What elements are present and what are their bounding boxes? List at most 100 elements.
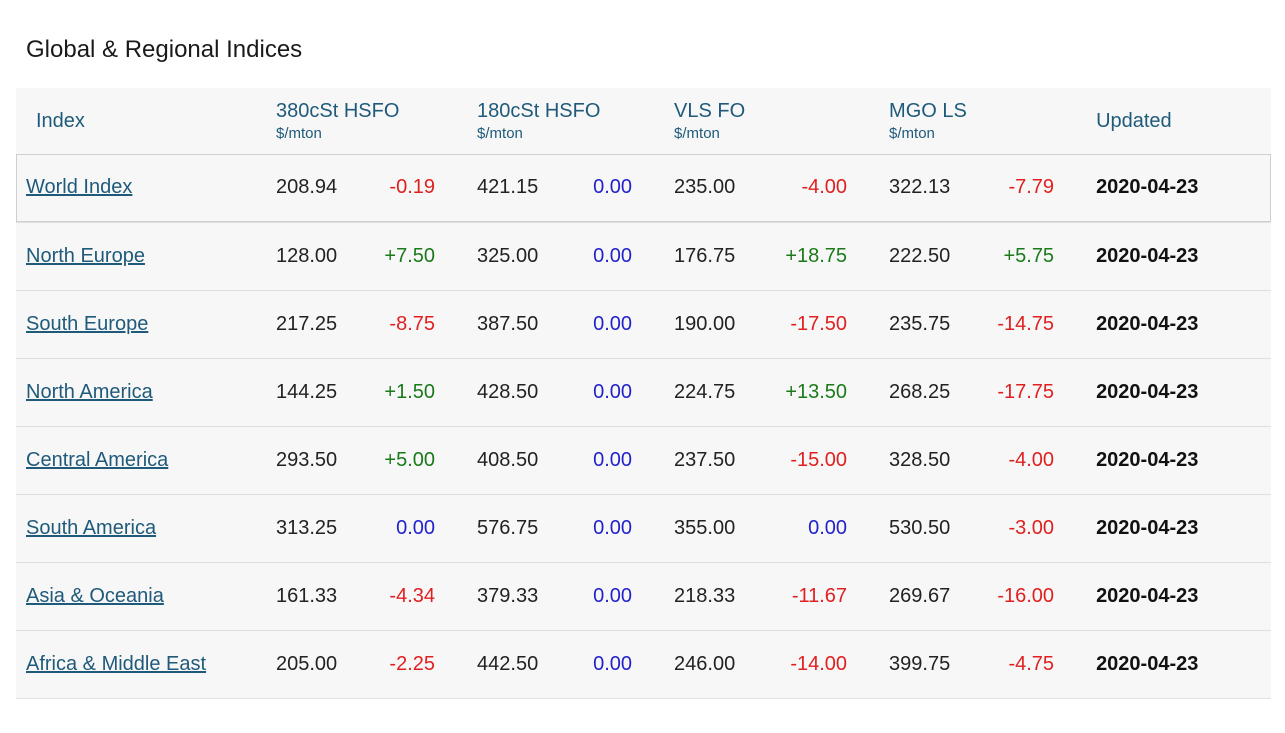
header-380cst-hsfo: 380cSt HSFO $/mton [276,88,477,154]
index-name-link[interactable]: World Index [26,176,133,199]
header-vls-label: VLS FO [674,100,746,122]
table-row: South Europe 217.25 -8.75 387.50 0.00 190.00 -… [16,290,1272,358]
change-380-hsfo: -8.75 [389,312,436,335]
price-380-hsfo: 161.33 [276,584,338,607]
change-180-hsfo: 0.00 [593,584,633,607]
index-name-link[interactable]: North America [26,380,153,403]
change-380-hsfo: +5.00 [384,448,436,471]
index-name-link[interactable]: South America [26,516,157,539]
change-180-hsfo: 0.00 [593,448,633,471]
index-name-cell: South Europe [16,290,276,358]
change-mgo-ls: -4.75 [1008,652,1055,675]
price-180-hsfo: 442.50 [477,652,539,675]
price-380-hsfo: 128.00 [276,244,338,267]
price-380-hsfo: 313.25 [276,516,338,539]
price-180-hsfo: 428.50 [477,380,539,403]
change-180-hsfo: 0.00 [593,244,633,267]
table-row: Asia & Oceania 161.33 -4.34 379.33 0.00 218.3… [16,562,1272,630]
price-380-hsfo: 217.25 [276,312,338,335]
price-mgo-ls: 235.75 [889,312,951,335]
updated-date: 2020-04-23 [1096,380,1199,403]
change-380-hsfo: +7.50 [384,244,436,267]
change-380-hsfo: -0.19 [389,176,436,199]
index-name-cell: Central America [16,426,276,494]
index-name-link[interactable]: Central America [26,448,169,471]
price-180-hsfo: 408.50 [477,448,539,471]
price-mgo-ls: 328.50 [889,448,951,471]
index-name-cell: Africa & Middle East [16,630,276,698]
index-name-cell: North America [16,358,276,426]
price-mgo-ls: 268.25 [889,380,951,403]
price-vls-fo: 237.50 [674,448,736,471]
change-180-hsfo: 0.00 [593,380,633,403]
change-mgo-ls: -4.00 [1008,448,1055,471]
change-mgo-ls: -7.79 [1008,176,1055,199]
updated-date: 2020-04-23 [1096,244,1199,267]
change-mgo-ls: +5.75 [1003,244,1055,267]
updated-date: 2020-04-23 [1096,448,1199,471]
header-180cst-hsfo: 180cSt HSFO $/mton [477,88,674,154]
header-mgo-label: MGO LS [889,100,967,122]
change-vls-fo: +13.50 [785,380,848,403]
change-mgo-ls: -16.00 [997,584,1055,607]
price-vls-fo: 246.00 [674,652,736,675]
change-vls-fo: -11.67 [791,584,848,607]
change-vls-fo: -14.00 [790,652,848,675]
price-180-hsfo: 379.33 [477,584,539,607]
price-380-hsfo: 208.94 [276,176,338,199]
updated-date: 2020-04-23 [1096,176,1199,199]
price-vls-fo: 355.00 [674,516,736,539]
header-updated: Updated [1096,109,1172,132]
header-unit: $/mton [889,125,935,142]
price-180-hsfo: 325.00 [477,244,539,267]
table-row: North Europe 128.00 +7.50 325.00 0.00 176.75 +… [16,222,1272,290]
change-vls-fo: -17.50 [790,312,848,335]
price-380-hsfo: 205.00 [276,652,338,675]
updated-date: 2020-04-23 [1096,312,1199,335]
price-180-hsfo: 421.15 [477,176,539,199]
header-mgo-ls: MGO LS $/mton [889,88,1096,154]
price-vls-fo: 218.33 [674,584,736,607]
price-180-hsfo: 387.50 [477,312,539,335]
price-vls-fo: 224.75 [674,380,736,403]
price-180-hsfo: 576.75 [477,516,539,539]
table-header-row: Index 380cSt HSFO $/mton 180cSt HSFO $/mto… [16,88,1272,154]
index-name-link[interactable]: Africa & Middle East [26,652,207,675]
change-mgo-ls: -14.75 [997,312,1055,335]
price-380-hsfo: 144.25 [276,380,338,403]
price-vls-fo: 235.00 [674,176,736,199]
table-row: North America 144.25 +1.50 428.50 0.00 224.75… [16,358,1272,426]
price-mgo-ls: 269.67 [889,584,951,607]
price-380-hsfo: 293.50 [276,448,338,471]
index-name-cell: Asia & Oceania [16,562,276,630]
table-row: Central America 293.50 +5.00 408.50 0.00 237.… [16,426,1272,494]
header-180-label: 180cSt HSFO [477,100,601,122]
index-name-link[interactable]: North Europe [26,244,145,267]
indices-table: Index 380cSt HSFO $/mton 180cSt HSFO $/mto… [16,88,1272,699]
change-vls-fo: 0.00 [808,516,848,539]
index-name-link[interactable]: South Europe [26,312,149,335]
header-vls-fo: VLS FO $/mton [674,88,889,154]
updated-date: 2020-04-23 [1096,652,1199,675]
change-vls-fo: -4.00 [801,176,848,199]
change-380-hsfo: +1.50 [384,380,436,403]
price-mgo-ls: 322.13 [889,176,951,199]
updated-date: 2020-04-23 [1096,516,1199,539]
change-vls-fo: +18.75 [785,244,848,267]
index-name-cell: South America [16,494,276,562]
change-180-hsfo: 0.00 [593,652,633,675]
index-name-cell: World Index [16,154,276,222]
price-mgo-ls: 530.50 [889,516,951,539]
price-vls-fo: 176.75 [674,244,736,267]
header-380-label: 380cSt HSFO [276,100,400,122]
table-row: Africa & Middle East 205.00 -2.25 442.50 0.0… [16,630,1272,698]
change-380-hsfo: 0.00 [396,516,436,539]
index-name-link[interactable]: Asia & Oceania [26,584,164,607]
table-row: South America 313.25 0.00 576.75 0.00 355.00 0… [16,494,1272,562]
index-name-cell: North Europe [16,222,276,290]
change-180-hsfo: 0.00 [593,312,633,335]
price-vls-fo: 190.00 [674,312,736,335]
change-mgo-ls: -3.00 [1008,516,1055,539]
updated-date: 2020-04-23 [1096,584,1199,607]
